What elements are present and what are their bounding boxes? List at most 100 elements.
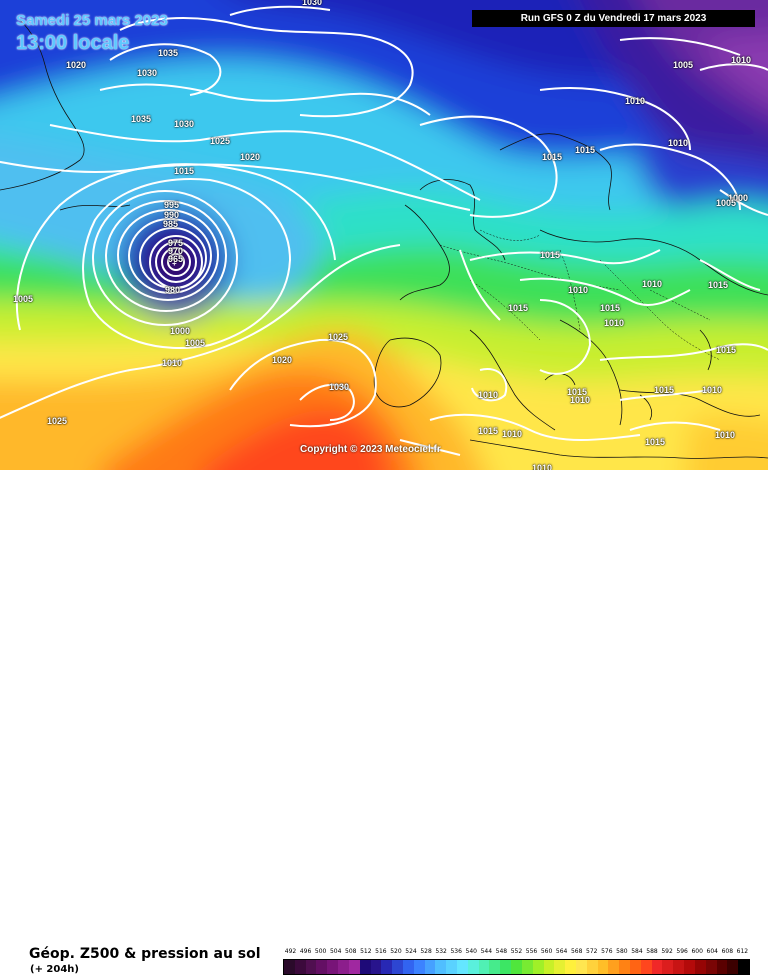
scale-swatch	[684, 960, 695, 974]
map-graphic: +	[0, 0, 768, 470]
scale-label: 592	[661, 948, 673, 955]
isobar-label: 1025	[210, 136, 231, 146]
color-scale-labels: 492 496 500 504 508 512 516 520 524 528 532 536 540 5…	[283, 948, 750, 958]
scale-label: 520	[390, 948, 402, 955]
scale-label: 572	[586, 948, 598, 955]
scale-swatch	[532, 960, 544, 974]
scale-label: 536	[450, 948, 462, 955]
isobar-label: 970	[168, 246, 184, 256]
isobar-label: 1015	[575, 145, 596, 155]
scale-swatch	[565, 960, 576, 974]
isobar-label: 1020	[66, 60, 87, 70]
scale-swatch	[284, 960, 295, 974]
scale-swatch	[435, 960, 447, 974]
weather-map: + Samedi 25 mars 2023 13:00 locale Run G…	[0, 0, 768, 470]
scale-label: 580	[616, 948, 628, 955]
color-scale-bar	[283, 959, 750, 975]
isobar-label: 1010	[570, 395, 591, 405]
isobar-label: 1030	[302, 0, 323, 7]
scale-swatch	[608, 960, 620, 974]
lead-time: (+ 204h)	[30, 964, 79, 975]
scale-label: 528	[420, 948, 432, 955]
scale-label: 512	[360, 948, 372, 955]
scale-label: 596	[676, 948, 688, 955]
scale-swatch	[619, 960, 630, 974]
scale-swatch	[381, 960, 393, 974]
isobar-label: 1000	[170, 326, 191, 336]
scale-swatch	[630, 960, 641, 974]
scale-label: 568	[570, 948, 583, 955]
scale-label: 540	[465, 948, 477, 955]
scale-swatch	[402, 960, 414, 974]
scale-label: 496	[299, 948, 312, 955]
scale-swatch	[511, 960, 522, 974]
scale-swatch	[597, 960, 609, 974]
scale-swatch	[457, 960, 468, 974]
isobar-label: 1010	[532, 463, 553, 470]
scale-label: 604	[706, 948, 718, 955]
isobar-label: 965	[168, 254, 184, 264]
coastlines	[0, 19, 768, 459]
isobar-label: 1010	[731, 55, 752, 65]
isobar-label: 1025	[328, 332, 349, 342]
isobar-label: 1015	[716, 345, 737, 355]
scale-label: 588	[646, 948, 658, 955]
isobar-label: 1010	[604, 318, 625, 328]
scale-label: 564	[555, 948, 568, 955]
scale-swatch	[543, 960, 555, 974]
scale-swatch	[327, 960, 339, 974]
scale-swatch	[392, 960, 403, 974]
isobar-label: 975	[168, 238, 184, 248]
low-pressure-center: +	[172, 259, 177, 268]
isobar-label: 1015	[542, 152, 563, 162]
scale-swatch	[294, 960, 306, 974]
isobar-label: 1010	[715, 430, 736, 440]
isobar-label: 1015	[645, 437, 666, 447]
scale-swatch	[662, 960, 674, 974]
isobar-label: 1015	[478, 426, 499, 436]
scale-swatch	[348, 960, 360, 974]
scale-swatch	[316, 960, 328, 974]
scale-label: 584	[631, 948, 643, 955]
scale-label: 548	[495, 948, 508, 955]
isobar-label: 1005	[185, 338, 206, 348]
scale-swatch	[370, 960, 382, 974]
scale-swatch	[586, 960, 598, 974]
scale-label: 544	[480, 948, 493, 955]
color-scale: 492 496 500 504 508 512 516 520 524 528 532 536 540 5…	[283, 948, 750, 975]
scale-swatch	[651, 960, 663, 974]
isobar-label: 1015	[174, 166, 195, 176]
scale-swatch	[554, 960, 566, 974]
isobar-label: 1015	[540, 250, 561, 260]
scale-swatch	[305, 960, 317, 974]
scale-swatch	[478, 960, 490, 974]
scale-swatch	[673, 960, 685, 974]
scale-swatch	[738, 960, 749, 974]
isobar-label: 980	[165, 285, 181, 295]
isobar-label: 1015	[508, 303, 529, 313]
isobar-label: 995	[164, 200, 180, 210]
scale-label: 612	[736, 948, 749, 955]
isobar-label: 1035	[158, 48, 179, 58]
scale-swatch	[705, 960, 717, 974]
isobar-label: 1010	[162, 358, 183, 368]
scale-swatch	[716, 960, 728, 974]
isobar-label: 1015	[567, 387, 588, 397]
scale-swatch	[446, 960, 457, 974]
isobar-label: 1005	[13, 294, 34, 304]
scale-swatch	[424, 960, 436, 974]
scale-label: 492	[284, 948, 297, 955]
isobar-label: 1025	[47, 416, 68, 426]
isobar-label: 1015	[654, 385, 675, 395]
forecast-local-time: 13:00 locale	[16, 32, 130, 54]
scale-swatch	[359, 960, 371, 974]
scale-label: 576	[601, 948, 613, 955]
geopotential-field	[0, 0, 768, 470]
isobar-label: 1030	[174, 119, 195, 129]
forecast-date: Samedi 25 mars 2023	[16, 12, 168, 29]
isobar-label: 1015	[600, 303, 621, 313]
scale-label: 608	[721, 948, 734, 955]
scale-label: 560	[540, 948, 553, 955]
run-info-box: Run GFS 0 Z du Vendredi 17 mars 2023	[472, 10, 755, 27]
scale-label: 556	[525, 948, 538, 955]
